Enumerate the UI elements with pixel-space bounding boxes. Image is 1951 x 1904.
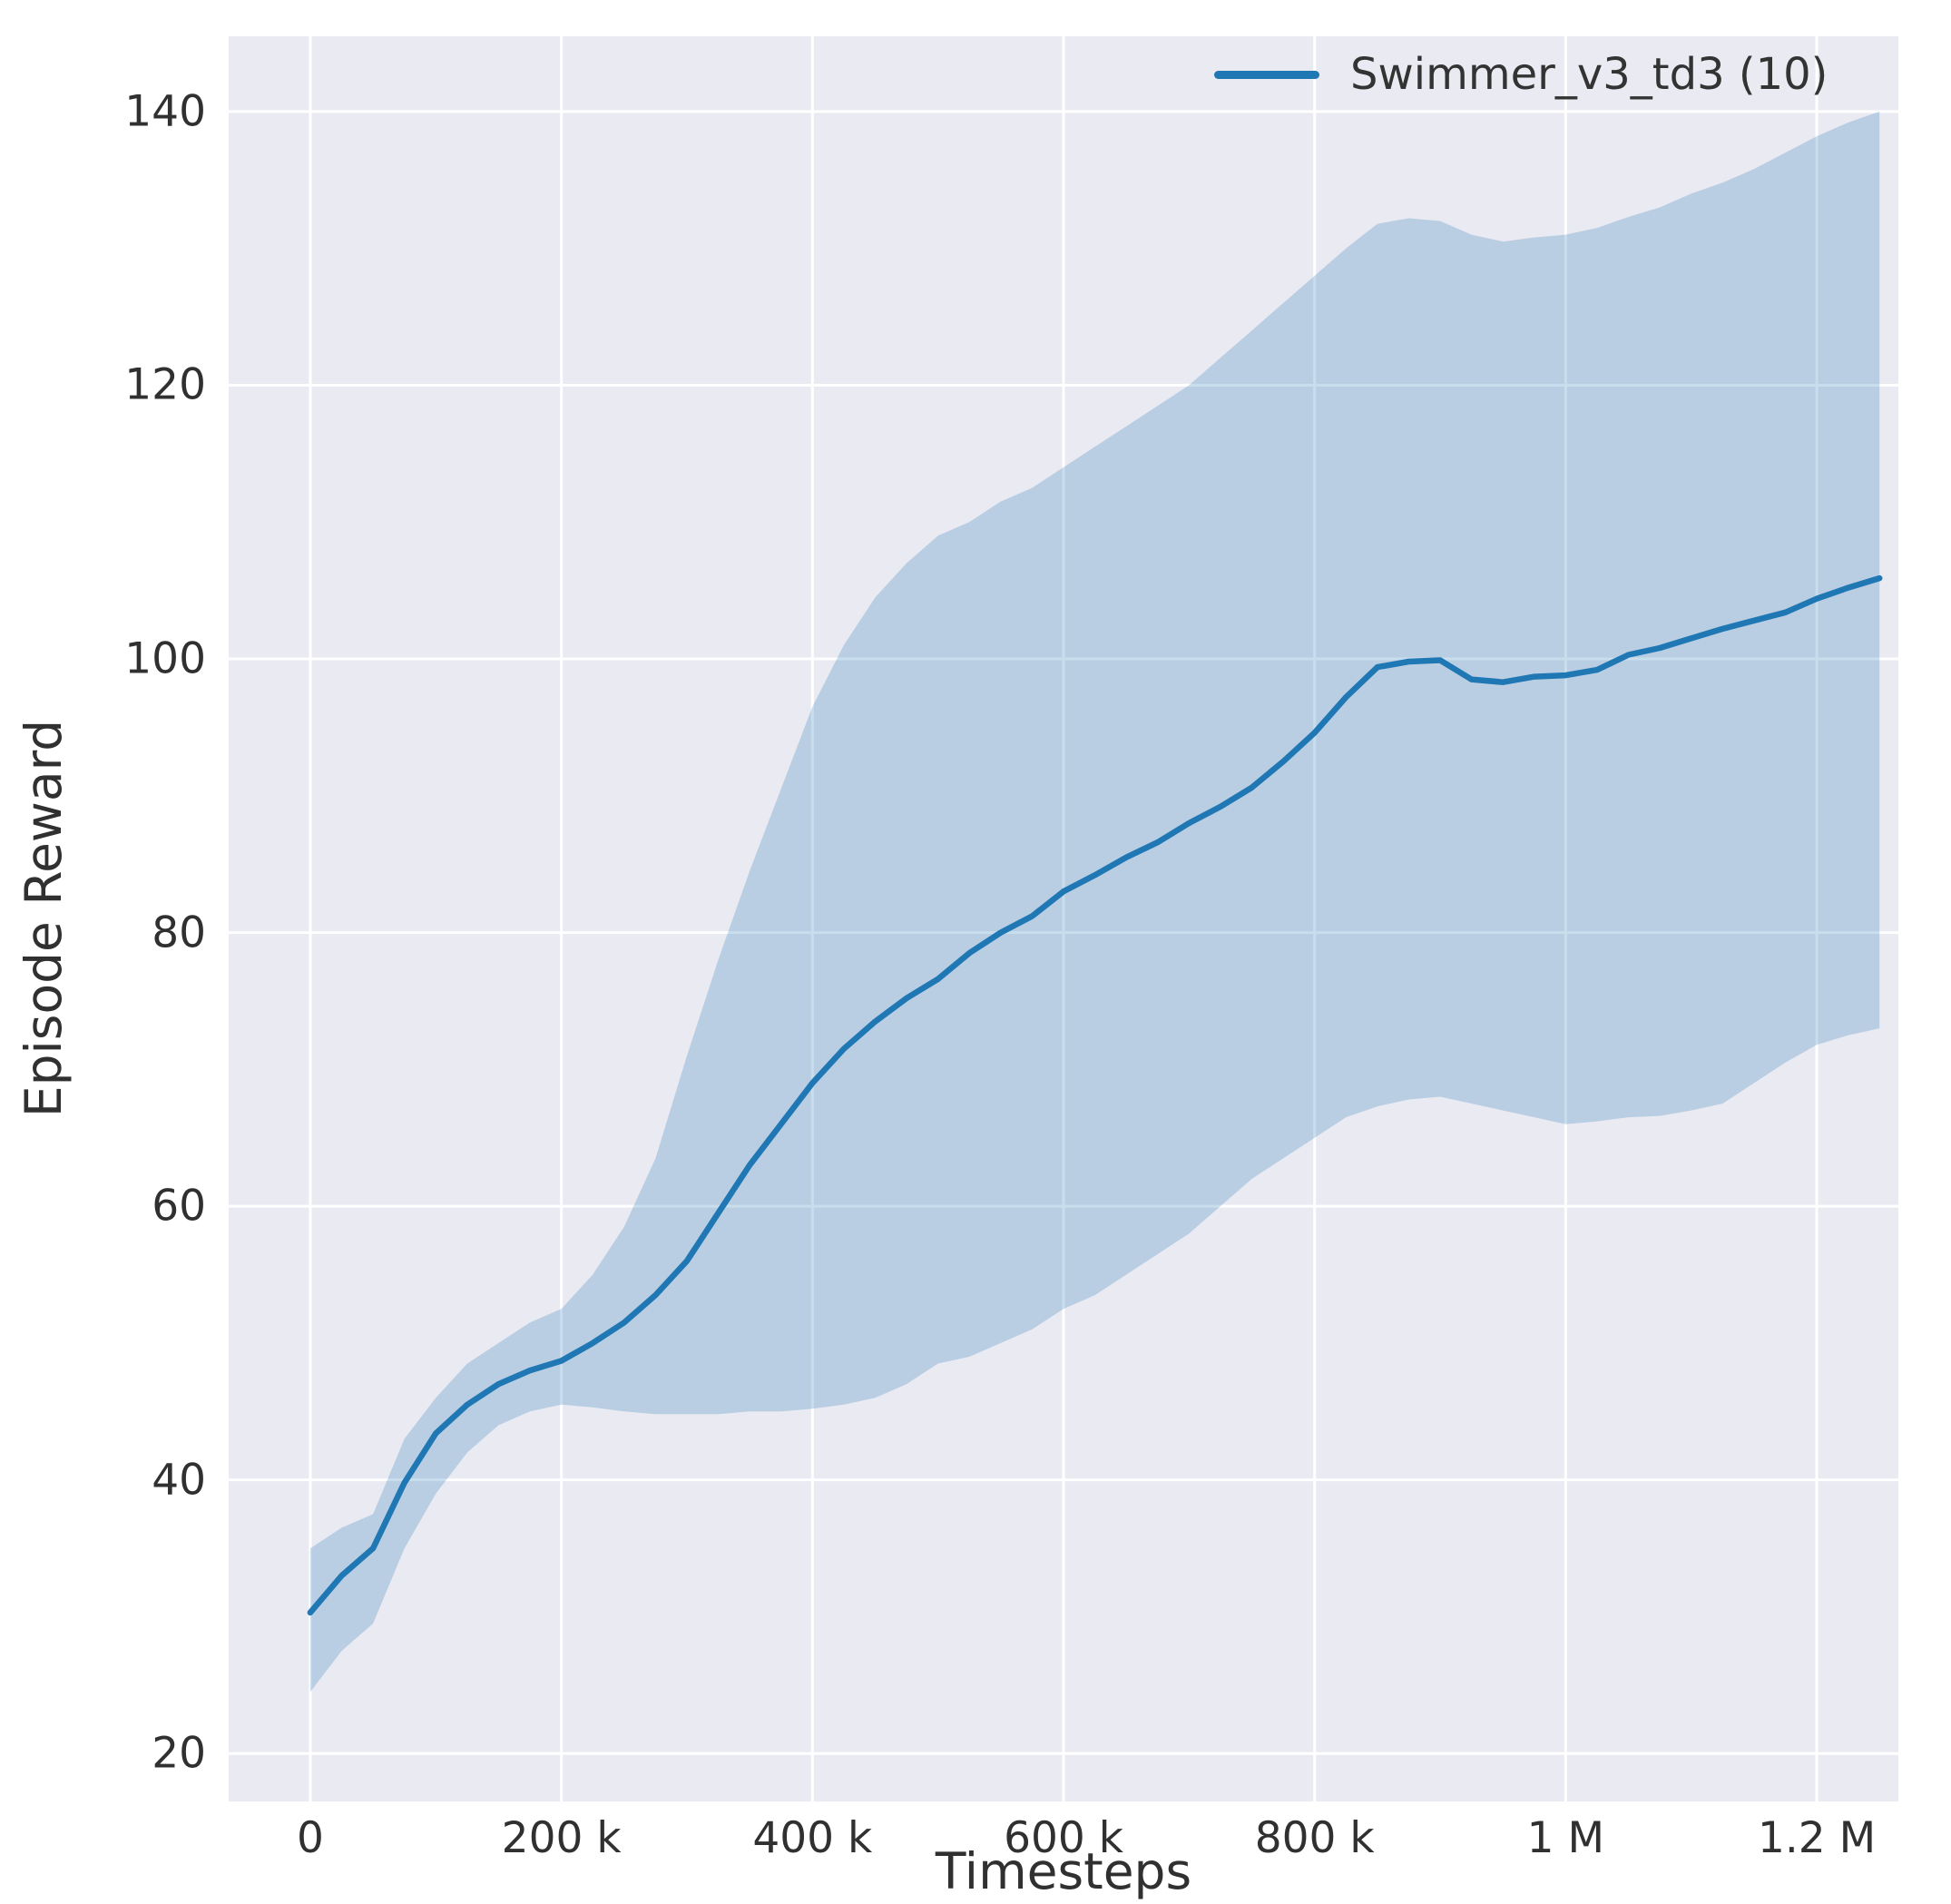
y-axis-label: Episode Reward: [15, 719, 73, 1118]
legend-label: Swimmer_v3_td3 (10): [1350, 49, 1828, 100]
legend: Swimmer_v3_td3 (10): [1214, 44, 1828, 105]
confidence-band: [309, 111, 1880, 1693]
mean-line: [307, 574, 1883, 1616]
x-axis-label: Timesteps: [935, 1842, 1192, 1900]
legend-line-swatch: [1214, 70, 1319, 79]
